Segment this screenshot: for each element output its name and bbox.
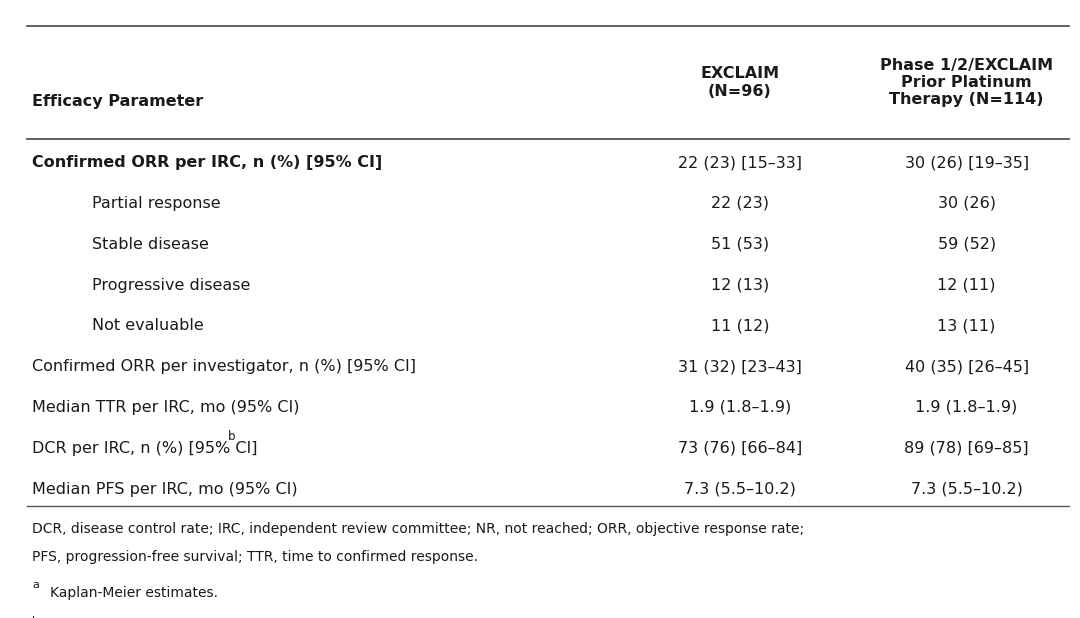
Text: Confirmed ORR per investigator, n (%) [95% CI]: Confirmed ORR per investigator, n (%) [9… <box>32 359 417 374</box>
Text: 59 (52): 59 (52) <box>937 237 996 252</box>
Text: DCR, disease control rate; IRC, independent review committee; NR, not reached; O: DCR, disease control rate; IRC, independ… <box>32 522 805 536</box>
Text: 22 (23): 22 (23) <box>711 196 769 211</box>
Text: Partial response: Partial response <box>92 196 220 211</box>
Text: 12 (13): 12 (13) <box>711 277 769 292</box>
Text: 40 (35) [26–45]: 40 (35) [26–45] <box>905 359 1028 374</box>
Text: PFS, progression-free survival; TTR, time to confirmed response.: PFS, progression-free survival; TTR, tim… <box>32 551 478 564</box>
Text: 1.9 (1.8–1.9): 1.9 (1.8–1.9) <box>689 400 791 415</box>
Text: Stable disease: Stable disease <box>92 237 208 252</box>
Text: Median TTR per IRC, mo (95% CI): Median TTR per IRC, mo (95% CI) <box>32 400 300 415</box>
Text: b: b <box>32 616 39 618</box>
Text: Not evaluable: Not evaluable <box>92 318 203 333</box>
Text: 89 (78) [69–85]: 89 (78) [69–85] <box>904 441 1029 455</box>
Text: 7.3 (5.5–10.2): 7.3 (5.5–10.2) <box>910 481 1023 496</box>
Text: 7.3 (5.5–10.2): 7.3 (5.5–10.2) <box>684 481 796 496</box>
Text: 30 (26) [19–35]: 30 (26) [19–35] <box>905 155 1028 170</box>
Text: Efficacy Parameter: Efficacy Parameter <box>32 93 204 109</box>
Text: 30 (26): 30 (26) <box>937 196 996 211</box>
Text: 1.9 (1.8–1.9): 1.9 (1.8–1.9) <box>916 400 1017 415</box>
Text: 31 (32) [23–43]: 31 (32) [23–43] <box>678 359 801 374</box>
Text: DCR per IRC, n (%) [95% CI]: DCR per IRC, n (%) [95% CI] <box>32 441 258 455</box>
Text: 12 (11): 12 (11) <box>937 277 996 292</box>
Text: 73 (76) [66–84]: 73 (76) [66–84] <box>677 441 802 455</box>
Text: Median PFS per IRC, mo (95% CI): Median PFS per IRC, mo (95% CI) <box>32 481 298 496</box>
Text: Progressive disease: Progressive disease <box>92 277 251 292</box>
Text: EXCLAIM
(N=96): EXCLAIM (N=96) <box>700 66 780 99</box>
Text: 11 (12): 11 (12) <box>711 318 769 333</box>
Text: a: a <box>32 580 39 590</box>
Text: 13 (11): 13 (11) <box>937 318 996 333</box>
Text: Kaplan-Meier estimates.: Kaplan-Meier estimates. <box>50 586 218 600</box>
Text: Confirmed ORR per IRC, n (%) [95% CI]: Confirmed ORR per IRC, n (%) [95% CI] <box>32 155 382 170</box>
Text: Phase 1/2/EXCLAIM
Prior Platinum
Therapy (N=114): Phase 1/2/EXCLAIM Prior Platinum Therapy… <box>880 57 1053 108</box>
Text: 22 (23) [15–33]: 22 (23) [15–33] <box>678 155 801 170</box>
Text: 51 (53): 51 (53) <box>711 237 769 252</box>
Text: b: b <box>228 430 235 443</box>
